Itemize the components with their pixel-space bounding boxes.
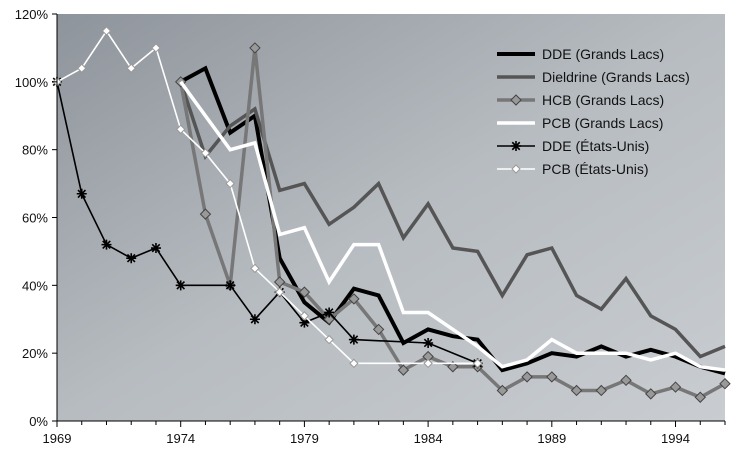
series-5-point-13: [423, 358, 433, 369]
series-4: [52, 76, 483, 369]
legend-item: Dieldrine (Grands Lacs): [497, 69, 690, 85]
x-tick-label: 1989: [537, 431, 566, 446]
series-2-point-19: [645, 388, 657, 400]
series-2-point-18: [620, 374, 632, 387]
series-2-point-3: [249, 42, 261, 54]
series-5-point-7: [225, 178, 235, 189]
series-2-point-20: [669, 381, 682, 393]
x-tick-label: 1979: [290, 431, 319, 446]
series-2-point-5: [298, 286, 311, 298]
series-2-point-21: [694, 391, 706, 403]
series-5-point-2: [101, 26, 112, 36]
series-5-point-10: [299, 311, 310, 321]
x-tick-label: 1984: [414, 431, 443, 446]
series-4-point-6: [225, 280, 236, 291]
series-4-point-4: [150, 243, 161, 254]
series-3: [179, 80, 726, 372]
series-4-point-2: [101, 239, 112, 250]
y-tick-label: 100%: [15, 75, 49, 90]
legend-label: Dieldrine (Grands Lacs): [542, 69, 690, 85]
series-line-1: [179, 81, 726, 359]
series-5-point-11: [324, 334, 334, 345]
series-2-point-22: [719, 377, 731, 390]
series-4-point-7: [249, 314, 260, 325]
series-5-point-4: [151, 43, 161, 53]
x-tick-label: 1969: [43, 431, 72, 446]
legend-item: PCB (États-Unis): [497, 161, 649, 177]
series-1: [179, 81, 726, 359]
series-2-point-15: [546, 371, 558, 383]
series-4-point-10: [324, 307, 335, 318]
series-2-point-8: [372, 323, 385, 336]
series-2-point-9: [397, 364, 410, 376]
y-tick-label: 40%: [22, 278, 48, 293]
series-4-point-1: [76, 188, 87, 199]
legend-item: PCB (Grands Lacs): [497, 115, 663, 131]
series-5: [52, 26, 483, 369]
legend-item: DDE (États-Unis): [497, 138, 649, 154]
series-line-4: [56, 81, 478, 365]
y-tick-label: 0%: [29, 414, 48, 429]
series-5-point-14: [472, 358, 483, 369]
series-2-point-16: [570, 384, 583, 397]
series-2-point-13: [496, 384, 509, 397]
series-2-point-6: [323, 313, 335, 325]
series-4-point-3: [126, 253, 137, 264]
series-5-point-8: [250, 263, 260, 274]
series-2-point-7: [348, 293, 360, 305]
x-tick-label: 1994: [661, 431, 690, 446]
series-line-3: [179, 80, 726, 372]
legend-marker: [510, 94, 522, 106]
series-5-point-9: [274, 287, 285, 297]
y-tick-label: 20%: [22, 346, 48, 361]
series-5-point-6: [200, 148, 211, 158]
series-2-point-17: [595, 384, 608, 397]
series-2-point-1: [199, 208, 212, 220]
series-4-point-11: [348, 334, 359, 345]
series-2-point-11: [447, 361, 459, 373]
series-2-point-14: [521, 371, 533, 383]
y-tick-label: 80%: [22, 143, 48, 158]
series-4-point-9: [299, 317, 310, 328]
series-2-point-4: [273, 276, 286, 288]
legend-label: DDE (États-Unis): [542, 138, 649, 154]
series-5-point-5: [175, 124, 186, 135]
legend-item: DDE (Grands Lacs): [497, 46, 664, 62]
legend-marker: [511, 164, 521, 174]
legend-label: DDE (Grands Lacs): [542, 46, 664, 62]
y-tick-label: 120%: [15, 7, 49, 22]
legend-label: PCB (Grands Lacs): [542, 115, 663, 131]
series-4-point-12: [423, 337, 434, 348]
legend-label: PCB (États-Unis): [542, 161, 649, 177]
x-tick-label: 1974: [166, 431, 195, 446]
legend: DDE (Grands Lacs) Dieldrine (Grands Lacs)…: [497, 46, 690, 177]
y-tick-label: 60%: [22, 211, 48, 226]
legend-item: HCB (Grands Lacs): [497, 92, 664, 108]
legend-label: HCB (Grands Lacs): [542, 92, 664, 108]
series-5-point-3: [126, 63, 136, 73]
legend-marker: [511, 141, 521, 151]
series-5-point-12: [349, 358, 359, 369]
series-4-point-5: [175, 280, 186, 291]
series-5-point-1: [77, 63, 87, 73]
